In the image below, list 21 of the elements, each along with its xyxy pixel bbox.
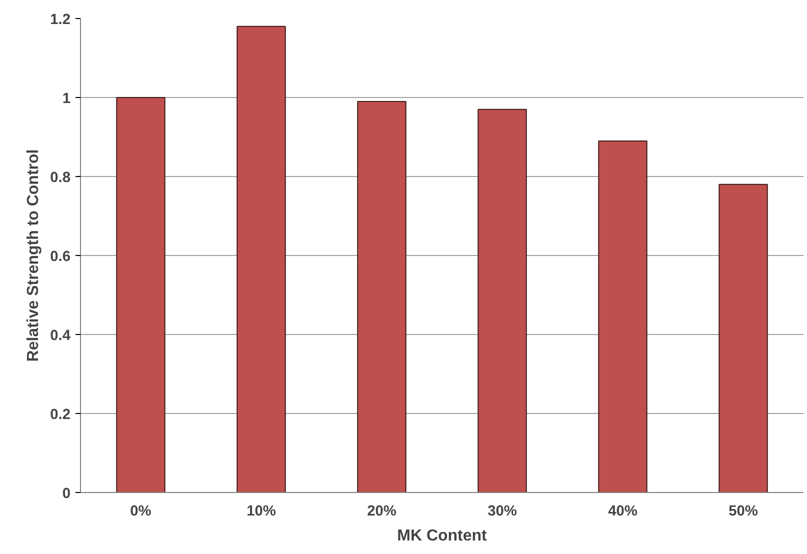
y-tick-label: 0 bbox=[62, 486, 71, 502]
y-tick-label: 1 bbox=[62, 91, 71, 107]
y-tick-label: 0.2 bbox=[50, 407, 70, 423]
bar bbox=[357, 100, 406, 492]
x-tick-label: 0% bbox=[130, 504, 152, 520]
x-axis-title: MK Content bbox=[397, 528, 488, 544]
y-tick-label: 0.8 bbox=[50, 170, 70, 186]
bar bbox=[116, 97, 166, 492]
x-tick-label: 20% bbox=[367, 504, 396, 520]
bar bbox=[478, 108, 527, 492]
bar bbox=[236, 26, 286, 492]
y-tick-label: 0.6 bbox=[50, 249, 70, 265]
x-tick-label: 50% bbox=[728, 504, 758, 520]
x-tick-label: 40% bbox=[608, 504, 638, 520]
bar bbox=[718, 184, 768, 492]
y-tick-label: 1.2 bbox=[50, 12, 70, 28]
x-tick-label: 10% bbox=[246, 504, 276, 520]
y-tick-label: 0.4 bbox=[50, 328, 72, 344]
x-tick-label: 30% bbox=[488, 504, 517, 520]
y-axis-title: Relative Strength to Control bbox=[25, 149, 42, 362]
bar bbox=[598, 140, 648, 492]
